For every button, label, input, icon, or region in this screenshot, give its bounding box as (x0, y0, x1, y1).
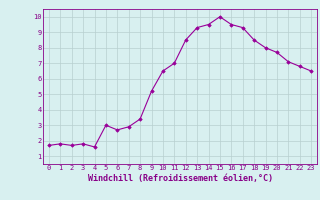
X-axis label: Windchill (Refroidissement éolien,°C): Windchill (Refroidissement éolien,°C) (87, 174, 273, 183)
